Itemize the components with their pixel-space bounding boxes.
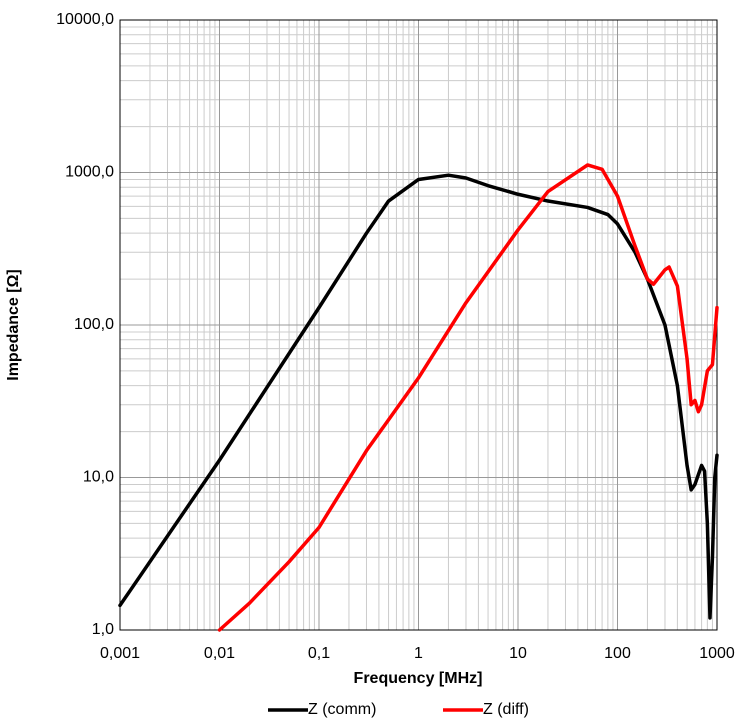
- y-tick-label: 1,0: [92, 621, 114, 638]
- legend-label: Z (comm): [308, 701, 376, 718]
- x-tick-label: 10: [509, 645, 527, 662]
- x-tick-label: 0,001: [100, 645, 140, 662]
- x-tick-label: 1: [414, 645, 423, 662]
- y-tick-label: 1000,0: [65, 164, 114, 181]
- x-tick-label: 0,1: [308, 645, 330, 662]
- series-line: [217, 163, 719, 632]
- y-tick-label: 10,0: [83, 469, 114, 486]
- x-tick-label: 1000: [699, 645, 735, 662]
- legend-label: Z (diff): [483, 701, 529, 718]
- y-tick-label: 100,0: [74, 316, 114, 333]
- y-tick-label: 10000,0: [56, 11, 114, 28]
- series-line: [118, 173, 719, 620]
- x-tick-label: 0,01: [204, 645, 235, 662]
- x-tick-label: 100: [604, 645, 631, 662]
- y-axis-label: Impedance [Ω]: [5, 269, 22, 381]
- x-axis-label: Frequency [MHz]: [354, 670, 483, 687]
